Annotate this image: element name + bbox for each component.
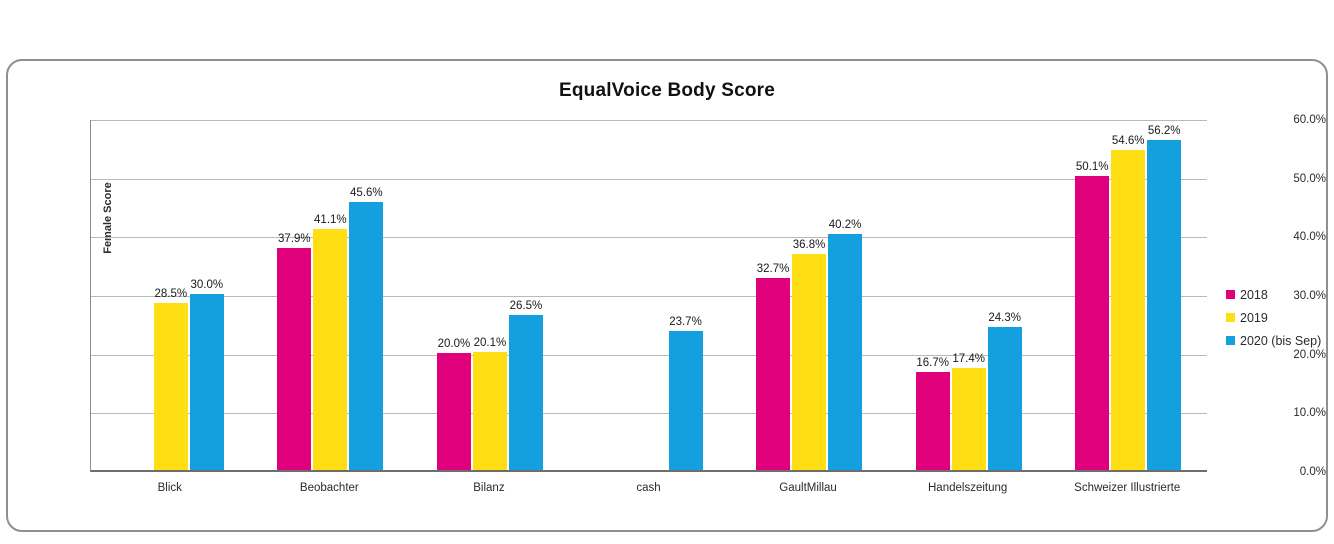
y-tick-label: 0.0% (1299, 466, 1326, 478)
legend-label: 2018 (1240, 287, 1268, 302)
x-tick-label-schweizer-illustrierte: Schweizer Illustrierte (1074, 482, 1181, 494)
y-axis-title: Female Score (102, 182, 114, 254)
x-tick-label-cash: cash (636, 482, 661, 494)
y-tick-label: 20.0% (1293, 348, 1326, 361)
bar-value-label: 45.6% (350, 187, 383, 200)
bar-2018-beobachter (277, 247, 312, 470)
gridline (91, 178, 1207, 180)
gridline (91, 413, 1207, 415)
bar-value-label: 36.8% (792, 239, 826, 252)
x-tick-label-gaultmillau: GaultMillau (779, 482, 837, 494)
legend-swatch-icon (1226, 290, 1235, 299)
bar-2019-schweizer-illustrierte (1111, 149, 1146, 470)
bar-2020-bilanz (508, 314, 543, 470)
y-tick-label: 30.0% (1293, 290, 1326, 302)
legend-swatch-icon (1226, 313, 1235, 322)
gridline (91, 120, 1207, 121)
legend-item-2020: 2020 (bis Sep) (1226, 333, 1322, 348)
gridline (91, 296, 1207, 297)
chart-card: EqualVoice Body Score Female Score 0.0% 1… (6, 59, 1328, 532)
plot-area: 28.5% 30.0% 37.9% 41.1% 45.6% 20.0% 20.1% 26.5%… (90, 120, 1207, 472)
x-tick-label-beobachter: Beobachter (299, 482, 359, 494)
bar-value-label: 32.7% (756, 263, 790, 276)
bar-2019-handelszeitung (951, 367, 986, 470)
bar-value-label: 40.2% (828, 219, 862, 232)
bar-value-label: 50.1% (1075, 161, 1109, 174)
bar-2020-blick (189, 294, 224, 470)
bar-value-label: 16.7% (916, 357, 949, 370)
bar-value-label: 20.1% (473, 337, 507, 350)
y-tick-label: 60.0% (1293, 114, 1326, 126)
bar-value-label: 26.5% (509, 299, 543, 312)
bar-2019-bilanz (472, 352, 507, 470)
bar-value-label: 37.9% (278, 232, 311, 245)
bar-2018-gaultmillau (756, 278, 791, 470)
bar-value-label: 54.6% (1111, 134, 1145, 147)
x-tick-label-bilanz: Bilanz (473, 482, 505, 494)
bar-value-label: 56.2% (1147, 125, 1181, 138)
gridline (91, 237, 1207, 239)
bar-value-label: 28.5% (154, 287, 188, 300)
bar-2020-beobachter (349, 202, 384, 470)
legend-item-2018: 2018 (1226, 287, 1321, 302)
legend: 2018 2019 2020 (bis Sep) (1226, 287, 1322, 348)
y-tick-label: 50.0% (1293, 172, 1326, 185)
bar-value-label: 20.0% (437, 337, 471, 350)
gridline (91, 354, 1207, 356)
legend-label: 2020 (bis Sep) (1240, 333, 1322, 348)
bar-value-label: 41.1% (314, 213, 347, 226)
bar-2020-handelszeitung (987, 327, 1022, 470)
x-tick-label-handelszeitung: Handelszeitung (928, 482, 1008, 494)
bar-2020-cash (668, 330, 703, 470)
bar-value-label: 24.3% (988, 312, 1021, 325)
bar-value-label: 23.7% (669, 315, 702, 328)
bar-value-label: 30.0% (190, 279, 224, 291)
bar-2020-schweizer-illustrierte (1147, 140, 1182, 470)
bar-2018-schweizer-illustrierte (1075, 176, 1110, 470)
chart-title: EqualVoice Body Score (558, 80, 776, 101)
legend-swatch-icon (1226, 336, 1235, 345)
x-tick-label-blick: Blick (157, 482, 182, 494)
bar-2020-gaultmillau (828, 234, 863, 470)
legend-label: 2019 (1240, 310, 1268, 325)
bar-value-label: 17.4% (952, 352, 985, 365)
bar-2019-blick (153, 302, 188, 470)
bar-2019-beobachter (313, 228, 348, 470)
bar-2019-gaultmillau (792, 254, 827, 470)
legend-item-2019: 2019 (1226, 310, 1321, 325)
y-tick-label: 10.0% (1293, 407, 1326, 420)
bar-2018-bilanz (436, 352, 471, 470)
y-tick-label: 40.0% (1293, 231, 1326, 244)
bar-2018-handelszeitung (915, 372, 950, 470)
